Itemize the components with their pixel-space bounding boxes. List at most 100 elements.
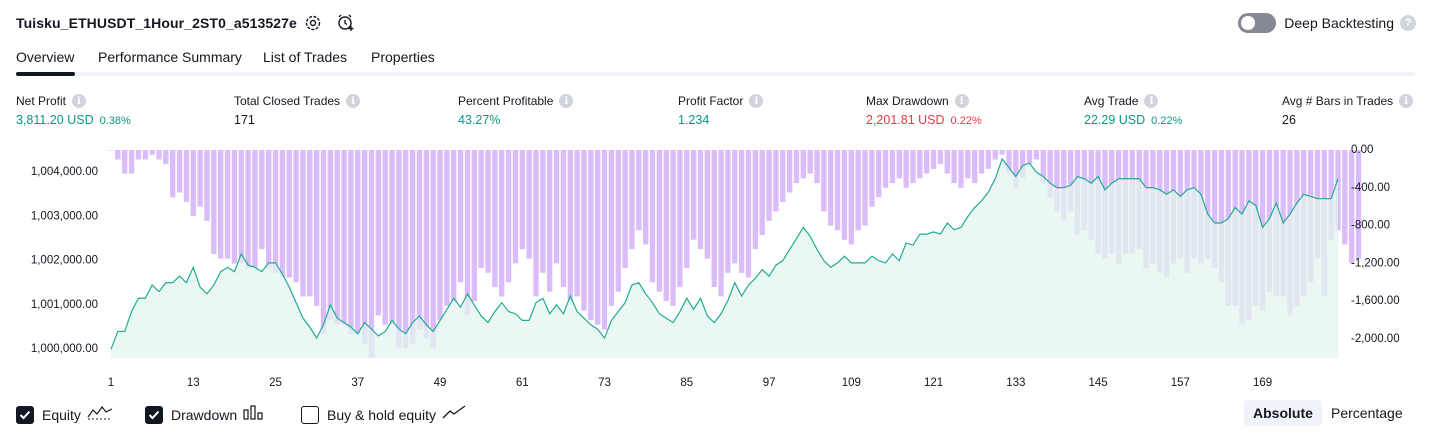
deep-backtesting-toggle[interactable] xyxy=(1238,13,1277,33)
drawdown-bar xyxy=(1355,150,1362,259)
tab-properties[interactable]: Properties xyxy=(371,49,435,65)
drawdown-bar xyxy=(882,150,889,188)
drawdown-bar xyxy=(677,150,683,287)
drawdown-bar xyxy=(547,150,553,292)
info-icon[interactable]: i xyxy=(954,94,969,108)
drawdown-bar xyxy=(1218,150,1225,283)
drawdown-bar xyxy=(690,150,697,240)
drawdown-bar xyxy=(834,150,841,231)
info-icon[interactable]: i xyxy=(1399,94,1414,108)
drawdown-bar xyxy=(876,150,882,198)
drawdown-bar xyxy=(135,150,142,160)
drawdown-bar xyxy=(965,150,971,179)
drawdown-bar xyxy=(286,150,292,278)
drawdown-bar xyxy=(972,150,978,184)
x-tick-label: 49 xyxy=(434,377,447,389)
stat-avg-bars-in-trades: Avg # Bars in Trades i 26 xyxy=(1282,94,1414,127)
drawdown-bar xyxy=(293,150,299,283)
strategy-header: Tuisku_ETHUSDT_1Hour_2ST0_a513527e Deep … xyxy=(16,10,1416,38)
report-tabs: Overview Performance Summary List of Tra… xyxy=(16,44,1415,76)
y-right-tick-label: -1,200.00 xyxy=(1351,257,1400,269)
drawdown-bar xyxy=(910,150,916,184)
drawdown-bar xyxy=(917,150,923,179)
info-icon[interactable]: i xyxy=(72,94,87,108)
info-icon[interactable]: i xyxy=(346,94,361,108)
stat-net-profit: Net Profit i 3,811.20 USD 0.38% xyxy=(16,94,131,127)
add-alert-icon[interactable] xyxy=(335,12,357,34)
x-tick-label: 109 xyxy=(842,377,861,389)
info-icon[interactable]: i xyxy=(1144,94,1159,108)
drawdown-bar xyxy=(697,150,704,250)
equity-checkbox[interactable] xyxy=(16,405,34,424)
drawdown-bar xyxy=(423,150,429,339)
drawdown-bar xyxy=(766,150,772,221)
tab-list-of-trades[interactable]: List of Trades xyxy=(263,49,348,65)
drawdown-bar xyxy=(567,150,573,302)
x-tick-label: 85 xyxy=(680,377,693,389)
drawdown-bar xyxy=(211,150,217,254)
buy-hold-line-icon xyxy=(442,404,466,425)
drawdown-bar xyxy=(752,150,759,250)
legend-buy-hold-equity[interactable]: Buy & hold equity xyxy=(301,404,466,425)
drawdown-bar xyxy=(793,150,800,184)
drawdown-checkbox[interactable] xyxy=(145,405,163,424)
stat-percent: 0.22% xyxy=(1151,115,1183,127)
y-axis-left: 1,000,000.00 1,001,000.00 1,002,000.00 1,00… xyxy=(31,166,98,355)
mode-percentage-button[interactable]: Percentage xyxy=(1331,405,1403,421)
drawdown-bar xyxy=(978,150,985,174)
drawdown-bar xyxy=(1047,150,1053,198)
x-tick-label: 133 xyxy=(1006,377,1025,389)
stat-label: Avg # Bars in Trades xyxy=(1282,94,1394,108)
drawdown-bar xyxy=(382,150,388,325)
drawdown-bar xyxy=(183,150,190,202)
drawdown-bar xyxy=(204,150,210,221)
buy-hold-checkbox[interactable] xyxy=(301,405,319,424)
drawdown-bar xyxy=(245,150,251,269)
drawdown-bar xyxy=(574,150,580,297)
legend-label: Equity xyxy=(42,406,81,423)
info-icon[interactable]: i xyxy=(749,94,764,108)
stats-row: Net Profit i 3,811.20 USD 0.38% Total Clos… xyxy=(16,94,1415,134)
y-axis-right: 0.00 -400.00 -800.00 -1,200.00 -1,600.00 -2,0… xyxy=(1351,144,1400,345)
stat-profit-factor: Profit Factor i 1.234 xyxy=(678,94,764,127)
drawdown-bar xyxy=(636,150,642,231)
x-tick-label: 37 xyxy=(351,377,364,389)
drawdown-bar xyxy=(1328,150,1334,240)
tab-performance-summary[interactable]: Performance Summary xyxy=(98,49,242,65)
mode-absolute-button[interactable]: Absolute xyxy=(1244,400,1322,426)
x-tick-label: 1 xyxy=(108,377,114,389)
drawdown-bar xyxy=(505,150,512,283)
drawdown-bar xyxy=(128,150,135,174)
drawdown-bar xyxy=(334,150,340,325)
drawdown-bar xyxy=(176,150,183,193)
legend-equity[interactable]: Equity xyxy=(16,404,113,425)
legend-label: Drawdown xyxy=(171,406,238,423)
drawdown-bar xyxy=(649,150,656,283)
drawdown-bar xyxy=(300,150,306,297)
info-icon[interactable]: i xyxy=(559,94,574,108)
drawdown-bar xyxy=(855,150,861,231)
stat-max-drawdown: Max Drawdown i 2,201.81 USD 0.22% xyxy=(866,94,982,127)
legend-drawdown[interactable]: Drawdown xyxy=(145,404,265,425)
equity-line-icon xyxy=(87,404,113,425)
drawdown-bar xyxy=(403,150,409,349)
drawdown-bar xyxy=(1054,150,1060,212)
drawdown-bar xyxy=(389,150,395,325)
drawdown-bar xyxy=(1335,150,1341,231)
drawdown-bar xyxy=(896,150,902,179)
question-icon[interactable]: ? xyxy=(1400,15,1416,31)
drawdown-bar xyxy=(944,150,950,174)
stat-value: 22.29 USD xyxy=(1084,113,1146,127)
drawdown-bar xyxy=(492,150,498,287)
drawdown-bar xyxy=(814,150,820,184)
y-right-tick-label: -400.00 xyxy=(1351,182,1390,194)
x-tick-label: 97 xyxy=(763,377,776,389)
equity-drawdown-chart[interactable]: 1,000,000.00 1,001,000.00 1,002,000.00 1,00… xyxy=(0,138,1431,400)
drawdown-bar xyxy=(704,150,711,259)
drawdown-bar xyxy=(622,150,628,269)
tab-overview[interactable]: Overview xyxy=(16,49,75,65)
drawdown-bar xyxy=(725,150,731,273)
drawdown-bar xyxy=(265,150,272,269)
drawdown-bar xyxy=(512,150,519,264)
settings-icon[interactable] xyxy=(302,12,324,34)
